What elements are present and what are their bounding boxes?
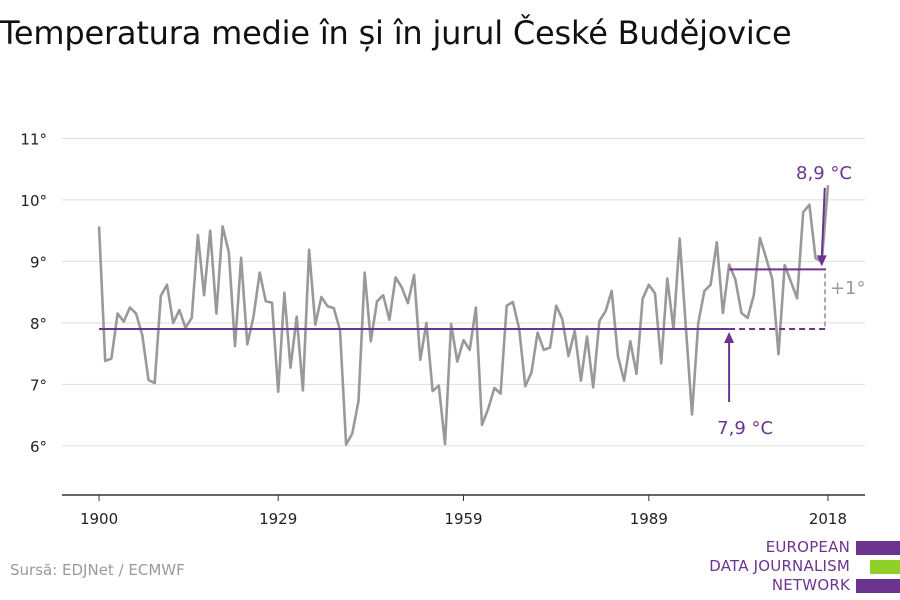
temperature-series-line-0 (97, 185, 830, 446)
baseline-label: 7,9 °C (717, 418, 773, 439)
x-tick-label: 2018 (809, 510, 847, 528)
source-text: Sursă: EDJNet / ECMWF (10, 561, 185, 579)
logo-bar-3 (856, 579, 900, 593)
y-tick-label: 9° (30, 253, 47, 271)
y-tick-label: 10° (20, 192, 47, 210)
logo-line-3: NETWORK (771, 576, 850, 594)
edjnet-logo: EUROPEAN DATA JOURNALISM NETWORK (700, 538, 900, 598)
baseline-arrow-head (724, 332, 735, 344)
recent-label: 8,9 °C (796, 163, 852, 184)
x-tick-label: 1929 (259, 510, 297, 528)
recent-arrow-head (816, 255, 827, 267)
annotation-layer: +1° 7,9 °C 8,9 °C (99, 163, 865, 439)
x-tick-label: 1959 (444, 510, 482, 528)
logo-line-2: DATA JOURNALISM (709, 557, 850, 575)
axis-layer: 6° 7° 8° 9° 10° 11° 1900 1929 1959 1989 2018 (20, 130, 865, 528)
series-layer (97, 185, 830, 446)
x-tick-label: 1900 (80, 510, 118, 528)
chart-title: Temperatura medie în și în jurul České B… (0, 14, 792, 52)
logo-bar-1 (856, 541, 900, 555)
y-tick-label: 8° (30, 315, 47, 333)
y-tick-label: 6° (30, 438, 47, 456)
logo-line-1: EUROPEAN (765, 538, 850, 556)
grid-layer (62, 137, 865, 447)
recent-arrow-shaft (820, 187, 826, 258)
x-tick-label: 1989 (630, 510, 668, 528)
y-tick-label: 7° (30, 376, 47, 394)
y-tick-label: 11° (20, 130, 47, 148)
logo-bar-2 (870, 560, 900, 574)
difference-label: +1° (830, 278, 866, 299)
